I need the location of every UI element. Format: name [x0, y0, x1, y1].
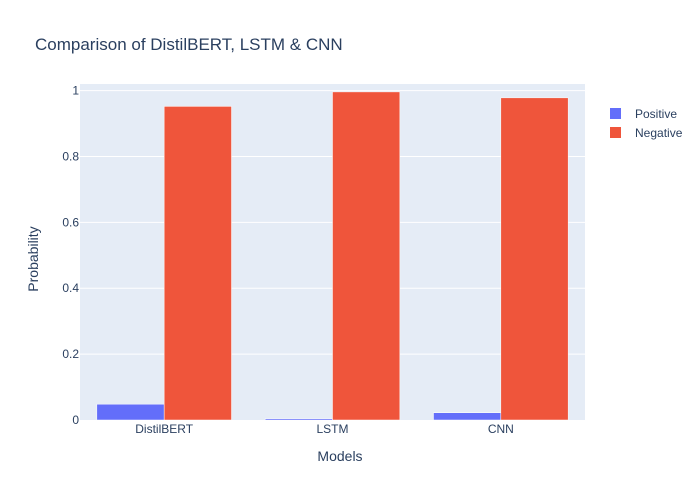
y-tick-label: 0	[72, 413, 79, 427]
x-tick-label: LSTM	[316, 422, 348, 436]
bar-positive-distilbert	[96, 403, 165, 421]
bar-negative-distilbert	[163, 106, 232, 421]
legend-swatch-positive	[610, 108, 621, 119]
bar-positive-cnn	[433, 412, 502, 421]
x-axis-title: Models	[317, 448, 362, 464]
legend: Positive Negative	[610, 107, 683, 140]
y-tick-label: 0.8	[62, 149, 79, 163]
y-tick-label: 0.4	[62, 281, 79, 295]
legend-label-positive: Positive	[635, 107, 677, 121]
bar-positive-lstm	[264, 418, 333, 421]
legend-swatch-negative	[610, 127, 621, 138]
bar-negative-lstm	[332, 91, 401, 421]
y-tick-label: 1	[72, 84, 79, 98]
bars	[96, 91, 569, 421]
y-axis-title: Probability	[25, 226, 41, 291]
x-tick-label: DistilBERT	[135, 422, 193, 436]
legend-label-negative: Negative	[635, 126, 683, 140]
x-axis-ticks: DistilBERT LSTM CNN	[135, 422, 514, 436]
y-tick-label: 0.6	[62, 215, 79, 229]
y-tick-label: 0.2	[62, 347, 79, 361]
chart-title: Comparison of DistilBERT, LSTM & CNN	[35, 35, 343, 54]
x-tick-label: CNN	[488, 422, 514, 436]
y-axis-ticks: 0 0.2 0.4 0.6 0.8 1	[62, 84, 79, 427]
bar-negative-cnn	[500, 97, 569, 421]
